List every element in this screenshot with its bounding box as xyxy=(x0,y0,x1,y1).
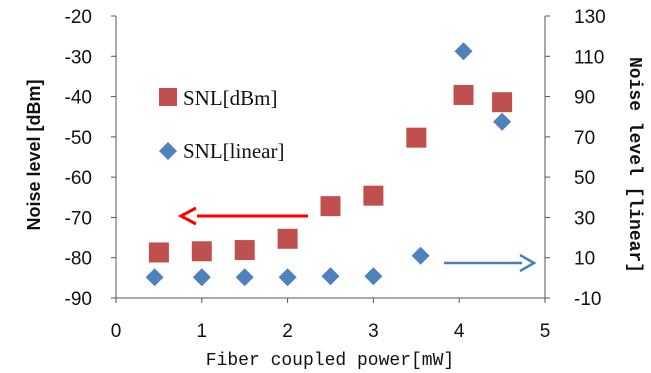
y2-tick-label: -10 xyxy=(574,289,601,310)
axis-ticks: -20-30-40-50-60-70-80-901301109070503010… xyxy=(65,7,606,342)
snl-linear-point xyxy=(411,246,430,265)
legend-label-snl-dbm: SNL[dBm] xyxy=(183,86,278,110)
x-tick-label: 2 xyxy=(282,321,293,342)
snl-linear-point xyxy=(321,267,340,286)
y2-tick-label: 130 xyxy=(574,7,606,28)
x-tick-label: 3 xyxy=(368,321,379,342)
snl-linear-point xyxy=(192,268,211,287)
legend: SNL[dBm] SNL[linear] xyxy=(159,86,284,163)
snl-dbm-point xyxy=(406,127,427,148)
snl-dbm-point xyxy=(492,92,513,113)
snl-dbm-point xyxy=(148,242,169,263)
y-tick-label: -20 xyxy=(65,7,92,28)
legend-marker-snl-dbm xyxy=(159,88,177,106)
y2-tick-label: 10 xyxy=(574,249,595,270)
x-tick-label: 4 xyxy=(454,321,465,342)
y-tick-label: -70 xyxy=(65,208,92,229)
snl-linear-point xyxy=(493,112,512,131)
y2-tick-label: 70 xyxy=(574,128,595,149)
x-tick-label: 1 xyxy=(197,321,208,342)
y2-tick-label: 110 xyxy=(574,47,604,68)
x-axis-title: Fiber coupled power[mW] xyxy=(206,351,454,371)
y2-tick-label: 30 xyxy=(574,208,595,229)
y-tick-label: -60 xyxy=(65,168,92,189)
snl-dbm-point xyxy=(453,84,474,105)
plot-frame xyxy=(115,16,546,299)
data-marks xyxy=(145,42,513,287)
snl-dbm-point xyxy=(277,228,298,249)
legend-marker-snl-linear xyxy=(159,142,177,160)
y2-axis-title: Noise level [linear] xyxy=(624,57,644,273)
x-tick-label: 5 xyxy=(540,321,551,342)
right-axis-arrow-head xyxy=(519,253,537,273)
y2-tick-label: 50 xyxy=(574,168,595,189)
snl-dbm-point xyxy=(191,241,212,262)
y-tick-label: -30 xyxy=(65,47,92,68)
y2-tick-label: 90 xyxy=(574,88,595,109)
snl-linear-point xyxy=(278,268,297,287)
y-tick-label: -90 xyxy=(65,289,92,310)
y-tick-label: -40 xyxy=(65,88,92,109)
left-axis-arrow-head xyxy=(177,206,197,226)
y-tick-label: -80 xyxy=(65,249,92,270)
x-tick-label: 0 xyxy=(111,321,122,342)
legend-label-snl-linear: SNL[linear] xyxy=(183,139,284,163)
y-axis-title: Noise level [dBm] xyxy=(24,79,44,230)
y-tick-label: -50 xyxy=(65,128,92,149)
snl-linear-point xyxy=(454,42,473,61)
snl-linear-point xyxy=(364,267,383,286)
snl-dbm-point xyxy=(234,240,255,261)
snl-linear-point xyxy=(145,268,164,287)
snl-dbm-point xyxy=(363,185,384,206)
snl-dbm-point xyxy=(320,196,341,217)
axis-arrows xyxy=(177,206,537,273)
snl-linear-point xyxy=(235,268,254,287)
